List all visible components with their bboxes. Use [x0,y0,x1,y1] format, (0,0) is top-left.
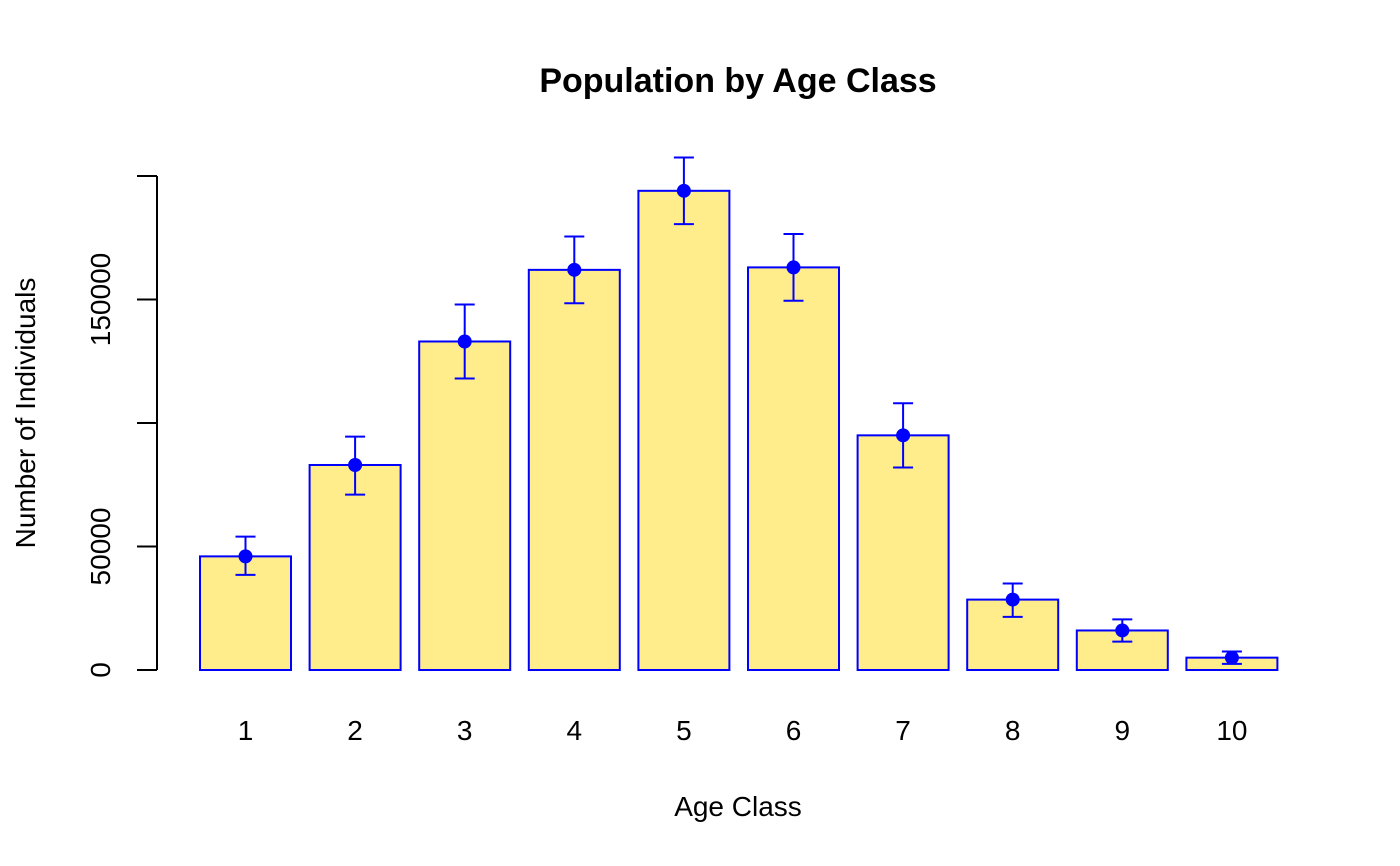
point-9 [1115,623,1130,638]
x-tick-label: 2 [347,715,363,746]
y-axis-label: Number of Individuals [10,278,41,549]
bar-4 [527,268,621,671]
bar-7 [856,434,950,671]
y-axis: 0 50000 150000 [85,175,158,678]
x-tick-label: 8 [1005,715,1021,746]
x-tick-label: 9 [1115,715,1131,746]
point-5 [676,183,691,198]
x-tick-label: 3 [457,715,473,746]
point-1 [238,549,253,564]
bars-group [199,189,1279,672]
x-tick-labels: 1 2 3 4 5 6 7 8 9 10 [238,715,1248,746]
x-tick-label: 1 [238,715,254,746]
bar-6 [747,266,840,671]
point-3 [457,334,472,349]
bar-5 [637,189,731,671]
chart-title: Population by Age Class [539,62,936,100]
point-10 [1224,650,1239,665]
x-tick-label: 7 [895,715,911,746]
bar-2 [308,463,402,671]
x-tick-label: 6 [786,715,802,746]
y-tick-label: 0 [85,662,116,678]
point-4 [567,262,582,277]
x-tick-label: 4 [567,715,583,746]
point-7 [896,428,911,443]
y-tick-label: 50000 [85,508,116,586]
point-8 [1005,592,1020,607]
x-axis-label: Age Class [674,791,802,822]
point-6 [786,260,801,275]
point-2 [348,457,363,472]
y-tick-label: 150000 [85,253,116,346]
x-tick-label: 5 [676,715,692,746]
x-tick-label: 10 [1216,715,1247,746]
points-group [238,183,1239,665]
bar-3 [418,340,512,671]
